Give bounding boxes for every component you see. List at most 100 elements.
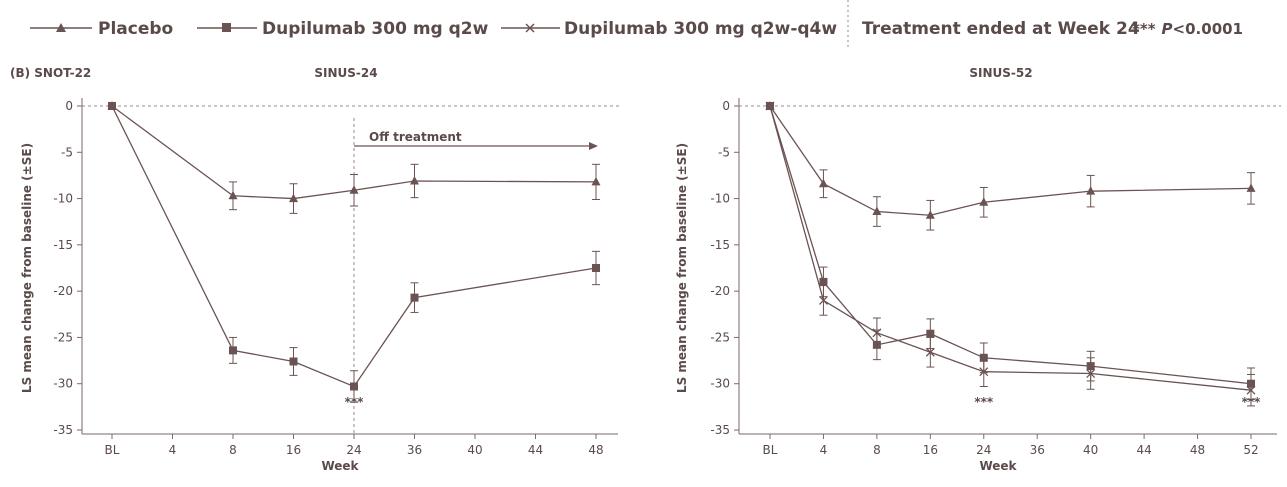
y-tick-label: -25 [53, 330, 73, 344]
y-tick-label: -15 [710, 238, 730, 252]
x-axis-label: Week [321, 459, 359, 473]
series-placebo [107, 101, 601, 214]
x-marker-stroke [925, 347, 935, 357]
data-point-dupilumab-300-mg-q2w-q4w [872, 328, 882, 338]
y-tick-label: 0 [722, 99, 730, 113]
x-marker-stroke [765, 101, 775, 111]
legend-label-dup-q2w: Dupilumab 300 mg q2w [262, 19, 489, 39]
x-tick-label: 48 [588, 443, 603, 457]
series-dupilumab-300-mg-q2w-q4w [765, 101, 1256, 407]
data-point-dupilumab-300-mg-q2w-q4w [1246, 385, 1256, 395]
data-point-dupilumab-300-mg-q2w-q4w [765, 101, 775, 111]
significance-threshold: <0.0001 [1173, 20, 1243, 38]
data-point-placebo [349, 185, 359, 194]
x-marker-stroke [1086, 369, 1096, 378]
chart-title: SINUS-52 [969, 66, 1032, 80]
y-tick-label: -35 [710, 423, 730, 437]
y-axis-label: LS mean change from baseline (±SE) [20, 143, 34, 393]
x-marker-stroke [818, 295, 828, 305]
x-tick-label: 40 [467, 443, 482, 457]
x-tick-label: 44 [1136, 443, 1151, 457]
x-tick-label: 24 [346, 443, 361, 457]
x-tick-label: BL [105, 443, 120, 457]
chart-title: SINUS-24 [314, 66, 377, 80]
significance-stars: *** [1132, 20, 1156, 38]
significance-marker: *** [974, 395, 994, 409]
significance-marker: *** [1242, 395, 1262, 409]
y-tick-label: -5 [61, 145, 73, 159]
legend-item-dup-q2w: Dupilumab 300 mg q2w [197, 19, 489, 39]
x-tick-label: 40 [1083, 443, 1098, 457]
x-marker-stroke [979, 367, 989, 377]
series-line-dupilumab-300-mg-q2w [111, 105, 597, 388]
data-point-placebo [1246, 183, 1256, 192]
series-dupilumab-300-mg-q2w [766, 102, 1255, 400]
data-point-placebo [925, 210, 935, 219]
x-tick-label: 16 [286, 443, 301, 457]
y-axis-label: LS mean change from baseline (±SE) [675, 143, 689, 393]
x-tick-label: 36 [1030, 443, 1045, 457]
x-tick-label: 48 [1190, 443, 1205, 457]
x-tick-label: 16 [923, 443, 938, 457]
x-tick-label: 52 [1243, 443, 1258, 457]
y-tick-label: -25 [710, 330, 730, 344]
data-point-dupilumab-300-mg-q2w [289, 357, 298, 366]
data-point-dupilumab-300-mg-q2w-q4w [1086, 369, 1096, 378]
legend-significance: *** P<0.0001 [1132, 20, 1243, 38]
y-tick-label: -20 [710, 284, 730, 298]
legend-item-placebo: Placebo [30, 19, 173, 39]
x-tick-label: 4 [169, 443, 177, 457]
x-tick-label: BL [763, 443, 778, 457]
data-point-dupilumab-300-mg-q2w [592, 264, 600, 272]
x-tick-label: 24 [976, 443, 991, 457]
y-tick-label: -10 [53, 192, 73, 206]
legend-label-dup-q2w-q4w: Dupilumab 300 mg q2w-q4w [564, 19, 837, 39]
y-tick-label: -35 [53, 423, 73, 437]
series-line-placebo [769, 105, 1252, 216]
x-tick-label: 44 [528, 443, 543, 457]
y-tick-label: -15 [53, 238, 73, 252]
arrow-head-icon [589, 142, 598, 150]
y-tick-label: -10 [710, 192, 730, 206]
x-tick-label: 8 [873, 443, 881, 457]
data-point-dupilumab-300-mg-q2w [229, 346, 237, 355]
data-point-placebo [410, 175, 419, 185]
data-point-placebo [289, 193, 298, 203]
data-point-placebo [818, 178, 828, 188]
data-point-placebo [1086, 186, 1096, 195]
data-point-dupilumab-300-mg-q2w [350, 382, 358, 391]
x-tick-label: 4 [820, 443, 828, 457]
data-point-dupilumab-300-mg-q2w-q4w [818, 295, 828, 305]
series-dupilumab-300-mg-q2w [108, 102, 600, 403]
square-marker-icon [222, 23, 231, 32]
series-line-dupilumab-300-mg-q2w-q4w [769, 105, 1252, 391]
triangle-marker-icon [56, 23, 66, 32]
panel-label: (B) SNOT-22 [10, 66, 92, 80]
data-point-dupilumab-300-mg-q2w [410, 293, 419, 302]
off-treatment-label: Off treatment [369, 130, 462, 144]
chart-legend: Placebo Dupilumab 300 mg q2w Dupilumab 3… [30, 0, 1243, 50]
x-axis-label: Week [979, 459, 1017, 473]
data-point-placebo [872, 206, 882, 216]
x-tick-label: 8 [229, 443, 237, 457]
legend-item-dup-q2w-q4w: Dupilumab 300 mg q2w-q4w [501, 19, 837, 39]
x-marker-stroke [1246, 385, 1256, 395]
data-point-placebo [591, 176, 601, 186]
x-tick-label: 36 [407, 443, 422, 457]
data-point-dupilumab-300-mg-q2w [926, 329, 935, 338]
series-line-placebo [111, 105, 597, 200]
y-tick-label: -5 [718, 145, 730, 159]
y-tick-label: 0 [65, 99, 73, 113]
data-point-dupilumab-300-mg-q2w-q4w [925, 347, 935, 357]
y-tick-label: -20 [53, 284, 73, 298]
x-marker-icon [525, 23, 535, 33]
data-point-dupilumab-300-mg-q2w-q4w [979, 367, 989, 377]
significance-p-symbol: P [1162, 20, 1173, 38]
data-point-dupilumab-300-mg-q2w [819, 277, 828, 286]
y-tick-label: -30 [710, 377, 730, 391]
series-placebo [765, 101, 1256, 231]
significance-marker: *** [345, 395, 365, 409]
legend-treatment-note: Treatment ended at Week 24 [862, 19, 1140, 39]
